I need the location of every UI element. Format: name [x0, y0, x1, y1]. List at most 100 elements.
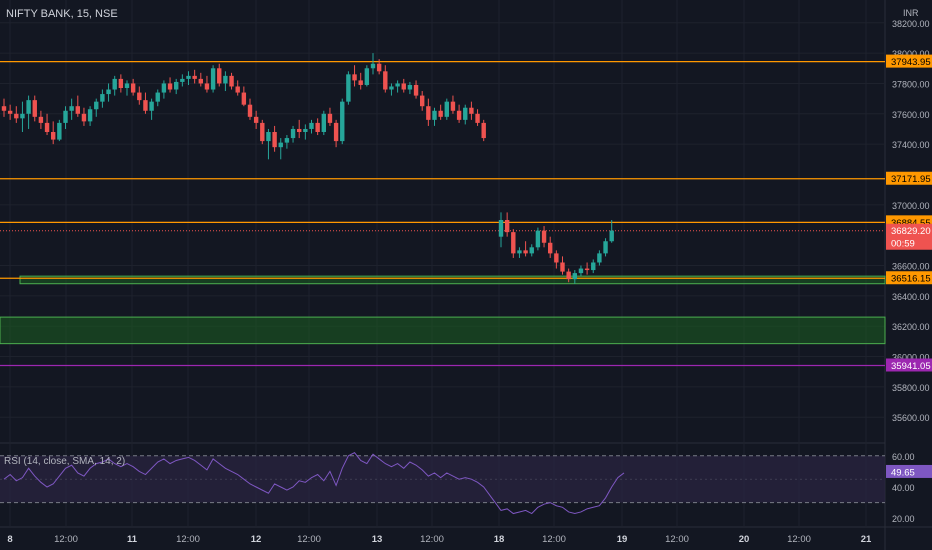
rsi-band-fill [0, 455, 885, 503]
candle-body [241, 92, 247, 105]
rsi-tick-label: 60.00 [892, 452, 915, 462]
candle-body [481, 122, 486, 139]
time-axis[interactable]: 8 12:00 11 12:00 12 12:00 13 12:00 18 12:00 19 12:0… [7, 534, 872, 545]
candlestick-series [1, 53, 614, 284]
candle-body [38, 116, 44, 123]
candle-body [541, 230, 547, 243]
price-axis[interactable]: 38200.00 38000.00 37800.00 37600.00 37400.00… [886, 19, 932, 524]
price-tick-label: 36000.00 [892, 353, 930, 363]
time-tick-label: 12 [251, 534, 262, 545]
price-zones [0, 275, 886, 345]
candle-body [352, 74, 357, 81]
candle-body [315, 122, 320, 132]
candle-body [137, 92, 142, 101]
candle-body [7, 110, 13, 114]
candle-body [450, 101, 456, 111]
candle-body [498, 220, 504, 237]
candle-body [44, 122, 50, 132]
candle-body [75, 106, 80, 114]
sup-1-badge [886, 271, 932, 285]
symbol-title[interactable]: NIFTY BANK, 15, NSE [6, 8, 118, 20]
time-tick-label: 12:00 [420, 534, 444, 545]
candle-body [529, 247, 534, 254]
candle-body [432, 110, 437, 120]
candle-body [260, 122, 265, 142]
candle-body [578, 268, 584, 274]
time-tick-label: 21 [861, 534, 872, 545]
time-tick-label: 12:00 [542, 534, 566, 545]
price-tick-label: 37000.00 [892, 201, 930, 211]
candle-body [272, 132, 277, 148]
candle-body [511, 232, 516, 254]
time-tick-label: 20 [739, 534, 750, 545]
candle-body [223, 75, 228, 84]
candle-body [69, 106, 74, 111]
candle-body [370, 63, 376, 69]
rsi-tick-label: 20.00 [892, 514, 915, 524]
candle-body [463, 107, 468, 120]
price-tick-label: 37600.00 [892, 110, 930, 120]
time-tick-label: 18 [494, 534, 505, 545]
candle-body [198, 78, 203, 84]
candle-body [566, 271, 571, 280]
time-tick-label: 19 [617, 534, 628, 545]
candle-body [297, 128, 302, 132]
candle-body [364, 68, 370, 85]
time-tick-label: 8 [7, 534, 12, 545]
candle-body [167, 83, 173, 90]
time-tick-label: 12:00 [54, 534, 78, 545]
currency-label: INR [903, 8, 919, 18]
candle-body [149, 101, 154, 111]
candle-body [535, 230, 541, 248]
candle-body [253, 116, 259, 123]
time-tick-label: 13 [372, 534, 383, 545]
candle-body [94, 101, 99, 110]
candle-body [407, 84, 413, 90]
candle-body [376, 63, 382, 72]
candle-body [81, 113, 87, 122]
candle-body [278, 142, 283, 148]
candle-body [609, 230, 614, 242]
candle-body [1, 106, 7, 111]
candle-body [438, 110, 443, 117]
candle-body [456, 110, 462, 120]
candle-body [161, 83, 167, 93]
candle-body [346, 74, 351, 102]
candle-body [603, 241, 608, 254]
candle-body [63, 110, 68, 123]
price-tick-label: 37800.00 [892, 79, 930, 89]
candle-body [247, 104, 253, 117]
candle-body [235, 86, 240, 93]
candle-body [32, 100, 37, 117]
candle-body [100, 94, 105, 102]
zone-large [0, 316, 886, 345]
candle-body [229, 75, 234, 87]
candle-body [143, 100, 148, 111]
time-tick-label: 12:00 [665, 534, 689, 545]
rsi-current-value: 49.65 [891, 467, 915, 478]
last-price-value: 36829.20 [891, 226, 931, 237]
candle-body [118, 78, 124, 88]
candle-body [517, 250, 522, 254]
candle-body [475, 113, 480, 123]
price-tick-label: 36600.00 [892, 262, 930, 272]
candle-body [266, 132, 271, 142]
bar-countdown: 00:59 [891, 239, 915, 250]
candle-body [395, 83, 400, 87]
res-1-label: 37943.95 [891, 57, 931, 68]
candle-body [597, 253, 602, 263]
candle-body [504, 220, 510, 233]
price-tick-label: 35800.00 [892, 383, 930, 393]
res-3-label: 36884.55 [891, 218, 931, 229]
time-tick-label: 11 [127, 534, 138, 545]
candle-body [51, 132, 56, 140]
price-tick-label: 36200.00 [892, 322, 930, 332]
candle-body [548, 242, 553, 254]
candle-body [14, 113, 19, 119]
rsi-line [3, 452, 625, 515]
time-tick-label: 12:00 [297, 534, 321, 545]
rsi-indicator-label[interactable]: RSI (14, close, SMA, 14, 2) [4, 456, 126, 467]
candle-body [327, 113, 333, 123]
candle-body [57, 122, 62, 140]
